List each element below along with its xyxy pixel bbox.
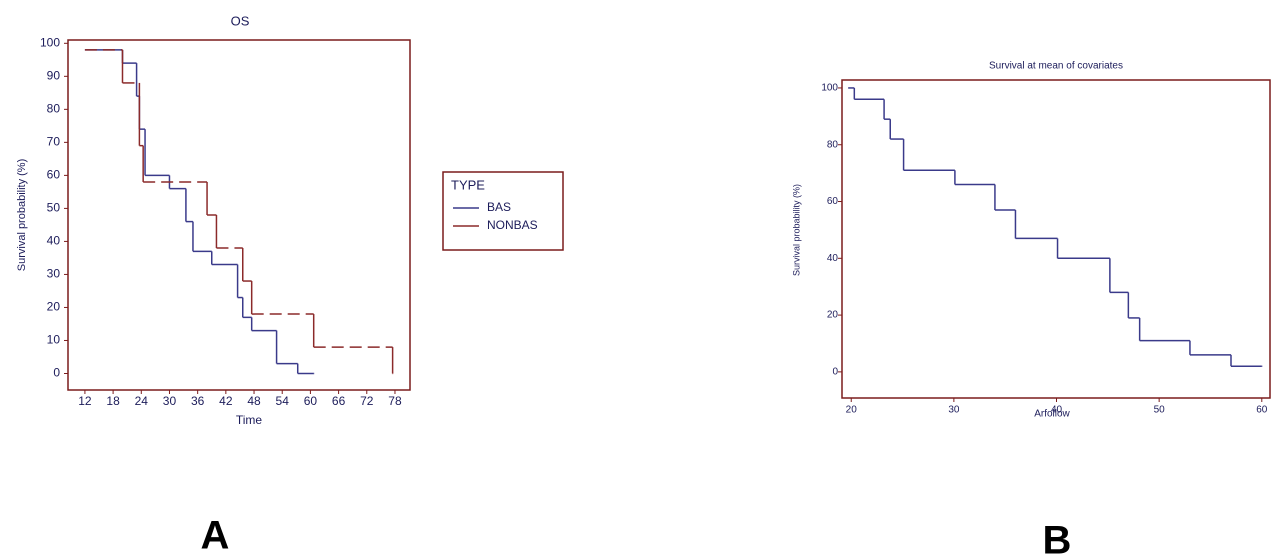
y-tick-label: 60 [827, 196, 839, 207]
y-tick-label: 100 [821, 83, 838, 94]
y-tick-label: 0 [53, 366, 60, 380]
y-tick-label: 0 [832, 367, 838, 378]
x-tick-label: 72 [360, 394, 374, 408]
x-tick-label: 36 [191, 394, 205, 408]
y-tick-label: 50 [47, 201, 61, 215]
y-tick-label: 40 [827, 253, 839, 264]
x-tick-label: 60 [1256, 405, 1268, 416]
x-tick-label: 54 [276, 394, 290, 408]
y-tick-label: 90 [47, 68, 61, 82]
panel-label: B [1043, 519, 1072, 560]
y-axis-label: Survival probability (%) [16, 159, 28, 271]
x-axis-label: Arfollow [1034, 409, 1070, 420]
x-tick-label: 30 [163, 394, 177, 408]
x-tick-label: 24 [135, 394, 149, 408]
x-tick-label: 30 [948, 405, 960, 416]
x-tick-label: 42 [219, 394, 233, 408]
x-tick-label: 48 [247, 394, 261, 408]
y-tick-label: 30 [47, 267, 61, 281]
y-tick-label: 80 [827, 139, 839, 150]
plot-frame [841, 79, 1271, 399]
y-axis-label: Survival probability (%) [791, 184, 801, 276]
plot-frame [67, 39, 411, 391]
legend-label: BAS [487, 200, 511, 214]
y-tick-label: 80 [47, 102, 61, 116]
y-tick-label: 20 [827, 310, 839, 321]
x-tick-label: 50 [1154, 405, 1166, 416]
x-tick-label: 40 [1051, 405, 1063, 416]
x-tick-label: 20 [846, 405, 858, 416]
y-tick-label: 60 [47, 168, 61, 182]
x-tick-label: 12 [78, 394, 92, 408]
chart-title: OS [231, 13, 250, 28]
chart-title: Survival at mean of covariates [989, 61, 1123, 72]
y-tick-label: 20 [47, 300, 61, 314]
panel-label: A [201, 514, 230, 558]
x-tick-label: 66 [332, 394, 346, 408]
x-tick-label: 18 [106, 394, 120, 408]
y-tick-label: 100 [40, 35, 60, 49]
y-tick-label: 10 [47, 333, 61, 347]
y-tick-label: 70 [47, 135, 61, 149]
x-axis-label: Time [236, 413, 263, 427]
legend-label: NONBAS [487, 218, 538, 232]
x-tick-label: 60 [304, 394, 318, 408]
legend-title: TYPE [451, 177, 485, 192]
y-tick-label: 40 [47, 234, 61, 248]
legend-box [442, 171, 564, 251]
x-tick-label: 78 [388, 394, 402, 408]
